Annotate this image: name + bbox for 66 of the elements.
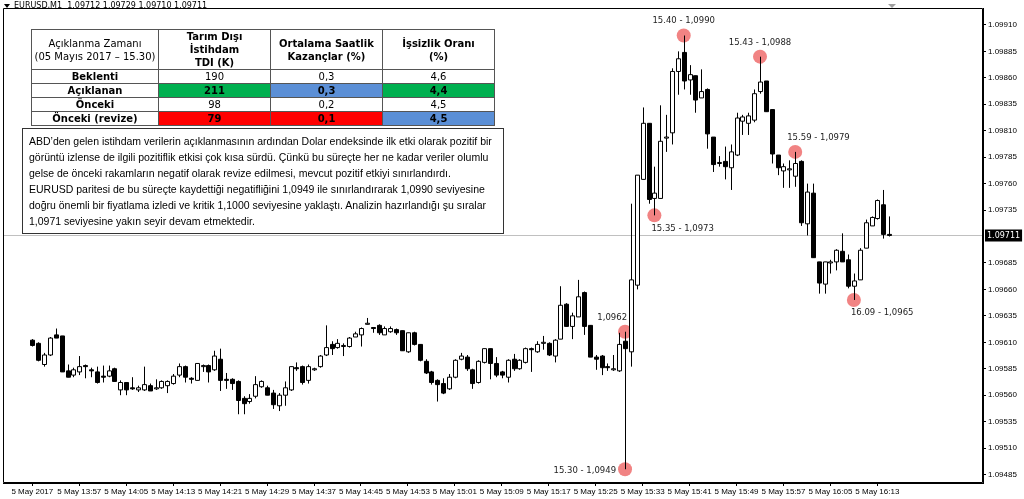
y-tick-label: 1.09885 — [988, 46, 1018, 56]
y-tick-label: 1.09760 — [988, 178, 1018, 188]
y-tick-label: Açıklanan — [31, 83, 159, 98]
x-tick-label: Ortalama Saatlik Kazançlar (%) — [270, 29, 383, 70]
x-tick-label: Tarım Dışı İstihdam TDI (K) — [158, 29, 271, 70]
data-label: 79 — [158, 111, 271, 126]
x-tick-label: 5 May 15:57 — [761, 487, 807, 496]
x-tick-label: 5 May 14:29 — [245, 487, 290, 496]
y-tick-label: 1.09835 — [988, 99, 1018, 109]
y-tick-label: 1.09560 — [988, 390, 1018, 400]
y-tick-label: 1.09535 — [988, 416, 1018, 426]
x-tick-label: 5 May 15:33 — [620, 487, 666, 496]
data-label: 4,5 — [382, 97, 495, 112]
data-label: 0,3 — [270, 69, 383, 84]
x-tick-label: 5 May 15:09 — [479, 487, 525, 496]
ref-line-label: 1.09711 — [987, 230, 1021, 240]
annotation: 1,0962 — [597, 311, 628, 322]
data-label: 0,1 — [270, 111, 383, 126]
y-tick-label: 1.09685 — [988, 258, 1018, 268]
x-tick-label: 5 May 14:13 — [151, 487, 196, 496]
x-tick-label: 5 May 13:57 — [57, 487, 102, 496]
data-label: 190 — [158, 69, 271, 84]
data-label: 0,2 — [270, 97, 383, 112]
x-tick-label: 5 May 16:13 — [855, 487, 900, 496]
y-axis-title: Açıklanma Zamanı (05 Mayıs 2017 – 15.30) — [31, 29, 159, 70]
x-tick-label: 5 May 14:21 — [198, 487, 243, 496]
y-tick-label: 1.09660 — [988, 284, 1018, 294]
x-tick-label: 5 May 14:37 — [292, 487, 337, 496]
y-tick-label: Önceki — [31, 97, 159, 112]
x-tick-label: 5 May 14:05 — [104, 487, 149, 496]
y-tick-label: 1.09635 — [988, 311, 1018, 321]
y-tick-label: Beklenti — [31, 69, 159, 84]
x-tick-label: 5 May 15:25 — [573, 487, 619, 496]
x-tick-label: 5 May 14:45 — [338, 487, 384, 496]
y-tick-label: 1.09810 — [988, 125, 1018, 135]
data-label: 0,3 — [270, 83, 383, 98]
x-tick-label: 5 May 14:53 — [385, 487, 431, 496]
annotation: 16.09 - 1,0965 — [850, 307, 914, 318]
y-tick-label: 1.09510 — [988, 443, 1018, 453]
chart-title: EURUSD,M1 1.09712 1.09729 1.09710 1.09711 — [14, 1, 208, 10]
x-tick-label: 5 May 15:01 — [432, 487, 478, 496]
x-tick-label: İşsizlik Oranı (%) — [382, 29, 495, 70]
x-tick-label: 5 May 15:41 — [667, 487, 713, 496]
y-tick-label: 1.09610 — [988, 337, 1018, 347]
y-tick-label: 1.09785 — [988, 152, 1018, 162]
x-tick-label: 5 May 15:17 — [526, 487, 572, 496]
y-tick-label: 1.09910 — [988, 20, 1018, 30]
data-label: 4,5 — [382, 111, 495, 126]
y-tick-label: 1.09585 — [988, 363, 1018, 373]
data-label: 4,4 — [382, 83, 495, 98]
annotation: 15.30 - 1,0949 — [553, 465, 617, 476]
y-tick-label: 1.09735 — [988, 205, 1018, 215]
annotation: ABD’den gelen istihdam verilerin açıklanmasının ardından Dolar endeksinde ilk etki olarak pozitif bir görüntü izlense de ilgili pozitiflik etkisi çok kısa sürdü. Çünkü bu süreçte her ne kadar veriler olumlu gelse de önceki rakamların negatif olarak revize edilmesi, mevcut pozitif etkiyi sınırlandırdı. EURUSD paritesi de bu süreçte kaydettiği negatifliğini 1,0949 ile sınırlandırarak 1,0990 seviyesine doğru önemli bir fiyatlama izledi ve kritik 1,1000 seviyesine yaklaştı. Analizin hazırlandığı şu sıralar 1,0971 seviyesine yakın seyir devam etmektedir. — [22, 128, 504, 234]
annotation: 15.40 - 1,0990 — [652, 15, 715, 26]
y-tick-label: 1.09860 — [988, 73, 1018, 83]
y-tick-label: 1.09485 — [988, 469, 1018, 479]
annotation: 15.59 - 1,0979 — [787, 131, 850, 142]
annotation: 15.43 - 1,0988 — [728, 36, 792, 47]
data-label: 98 — [158, 97, 271, 112]
x-tick-label: 5 May 15:49 — [714, 487, 760, 496]
x-tick-label: 5 May 16:05 — [808, 487, 853, 496]
data-label: 4,6 — [382, 69, 495, 84]
x-tick-label: 5 May 2017 — [11, 487, 54, 496]
data-label: 211 — [158, 83, 271, 98]
y-tick-label: Önceki (revize) — [31, 111, 159, 126]
annotation: 15.35 - 1,0973 — [651, 222, 714, 233]
